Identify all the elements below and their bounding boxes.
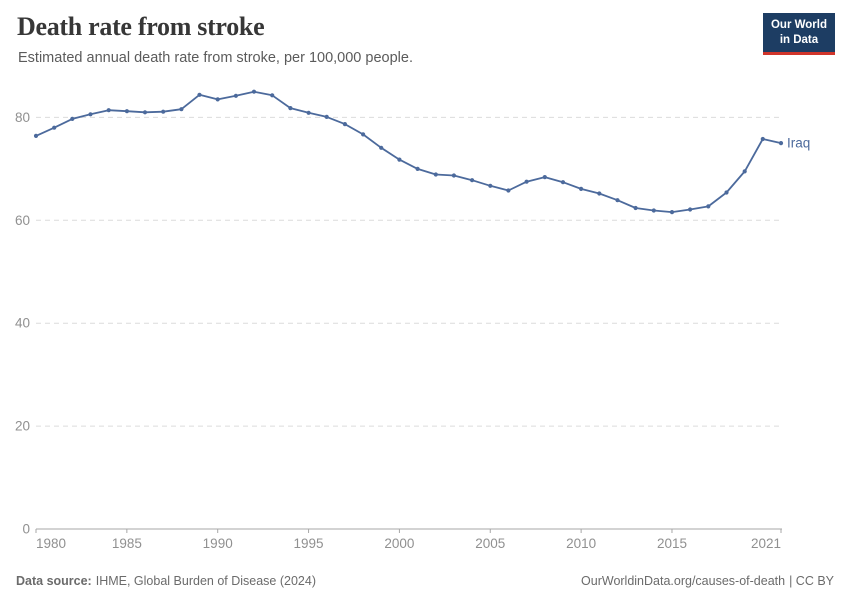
x-tick-label: 2021 — [751, 536, 781, 551]
data-point — [742, 169, 747, 174]
data-point — [706, 204, 711, 209]
data-point — [161, 109, 166, 114]
data-point — [124, 109, 129, 114]
x-tick-label: 2005 — [475, 536, 505, 551]
y-tick-label: 60 — [15, 213, 30, 228]
data-point — [397, 157, 402, 162]
data-point — [524, 179, 529, 184]
x-tick-label: 2010 — [566, 536, 596, 551]
data-source-text: IHME, Global Burden of Disease (2024) — [95, 574, 316, 588]
data-point — [106, 108, 111, 113]
owid-logo-line1: Our World — [770, 19, 827, 31]
chart-footer: Data source: IHME, Global Burden of Disea… — [16, 574, 834, 588]
data-point — [579, 186, 584, 191]
y-tick-label: 40 — [15, 316, 30, 331]
y-tick-label: 80 — [15, 110, 30, 125]
license-text: | CC BY — [789, 574, 834, 588]
x-tick-label: 1995 — [294, 536, 324, 551]
data-point — [724, 190, 729, 195]
data-point — [433, 172, 438, 177]
data-point — [251, 89, 257, 94]
y-tick-label: 0 — [22, 522, 30, 537]
chart-header: Death rate from stroke Estimated annual … — [17, 12, 835, 66]
data-point — [215, 97, 220, 102]
trend-line — [35, 90, 782, 214]
data-point — [88, 112, 93, 117]
data-point — [306, 110, 311, 115]
data-point — [615, 198, 620, 203]
data-point — [470, 178, 475, 183]
x-tick-label: 1985 — [112, 536, 142, 551]
data-point — [52, 125, 57, 130]
data-point — [233, 93, 238, 98]
data-point — [542, 175, 547, 180]
owid-logo[interactable]: Our World in Data — [762, 13, 835, 55]
data-point — [361, 132, 366, 137]
data-point — [688, 207, 693, 212]
data-point — [633, 205, 638, 211]
data-point — [379, 145, 384, 150]
data-point — [760, 136, 765, 142]
data-point — [70, 116, 75, 121]
data-point — [179, 107, 184, 112]
x-tick-label: 1990 — [203, 536, 233, 551]
data-point — [506, 188, 511, 193]
data-point — [778, 141, 784, 146]
owid-url-link[interactable]: OurWorldinData.org/causes-of-death — [581, 574, 786, 588]
data-point — [33, 133, 39, 138]
x-tick-label: 2015 — [657, 536, 687, 551]
chart-subtitle: Estimated annual death rate from stroke,… — [18, 50, 413, 66]
page-title: Death rate from stroke — [17, 12, 265, 41]
x-tick-label: 1980 — [36, 536, 66, 551]
series-label: Iraq — [787, 136, 810, 151]
data-point — [324, 114, 329, 119]
data-point — [560, 180, 566, 185]
x-tick-label: 2000 — [384, 536, 414, 551]
data-point — [342, 122, 347, 127]
data-point — [451, 173, 456, 178]
data-source: Data source: IHME, Global Burden of Disea… — [16, 574, 316, 588]
data-point — [488, 183, 493, 188]
data-source-label: Data source: — [16, 574, 92, 588]
data-point — [597, 191, 602, 196]
y-tick-label: 20 — [15, 419, 30, 434]
data-point — [651, 208, 656, 213]
data-point — [415, 166, 420, 171]
data-point — [288, 106, 293, 111]
data-point — [142, 110, 148, 115]
data-point — [669, 210, 675, 215]
data-point — [197, 92, 202, 97]
data-point — [270, 93, 275, 98]
attribution: OurWorldinData.org/causes-of-death | CC B… — [581, 574, 834, 588]
owid-logo-line2: in Data — [779, 33, 819, 46]
